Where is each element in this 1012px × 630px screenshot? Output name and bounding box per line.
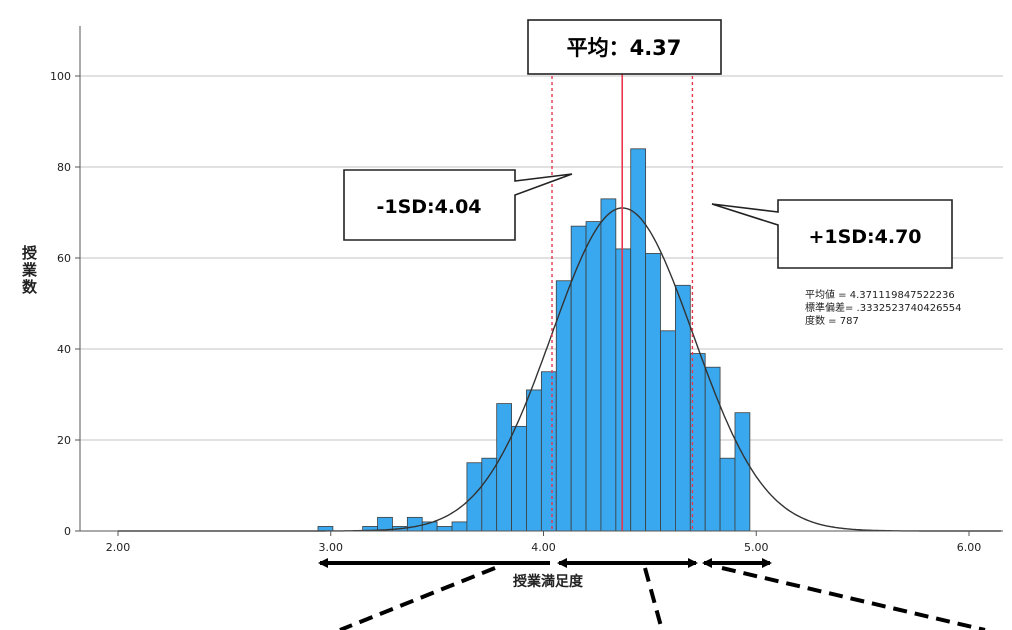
y-tick-label: 0 — [64, 525, 71, 538]
histogram-bar — [735, 413, 750, 531]
histogram-bar — [482, 458, 497, 531]
stats-n: 度数 = 787 — [805, 314, 859, 327]
histogram-bar — [571, 226, 586, 531]
y-axis-title: 授業数 — [21, 244, 38, 296]
histogram-bar — [407, 517, 422, 531]
y-tick-label: 60 — [57, 252, 71, 265]
histogram-bar — [437, 526, 452, 531]
histogram-bar — [497, 404, 512, 531]
leader-lines — [340, 568, 985, 630]
y-tick-label: 100 — [50, 70, 71, 83]
histogram-bar — [586, 222, 601, 531]
callout-plus-sd-text: +1SD:4.70 — [808, 226, 921, 248]
stats-annotation: 平均値 = 4.371119847522236 標準偏差= .333252374… — [805, 288, 962, 327]
histogram-bar — [541, 372, 556, 531]
histogram-bar — [601, 199, 616, 531]
histogram-bar — [616, 249, 631, 531]
leader-line-mid — [645, 568, 662, 630]
callout-mean: 平均：4.37 — [528, 20, 721, 74]
callout-minus-sd-text: -1SD:4.04 — [376, 196, 481, 218]
callout-mean-text: 平均：4.37 — [567, 36, 682, 60]
x-tick-label: 6.00 — [957, 541, 982, 554]
leader-line-high — [722, 568, 985, 630]
histogram-bar — [467, 463, 482, 531]
x-axis-title: 授業満足度 — [513, 573, 584, 590]
leader-line-low — [340, 568, 495, 630]
y-tick-label: 20 — [57, 434, 71, 447]
y-tick-label: 80 — [57, 161, 71, 174]
y-tick-label: 40 — [57, 343, 71, 356]
histogram-bar — [556, 281, 571, 531]
histogram-bar — [720, 458, 735, 531]
histogram-bar — [452, 522, 467, 531]
x-tick-label: 2.00 — [106, 541, 131, 554]
stats-mean: 平均値 = 4.371119847522236 — [805, 288, 955, 301]
x-tick-label: 3.00 — [319, 541, 344, 554]
histogram-bar — [661, 331, 676, 531]
histogram-bar — [512, 426, 527, 531]
histogram-bar — [631, 149, 646, 531]
x-axis-ticks: 2.00 3.00 4.00 5.00 6.00 — [106, 531, 982, 554]
stats-sd: 標準偏差= .3332523740426554 — [805, 301, 962, 314]
histogram-bar — [526, 390, 541, 531]
callout-minus-sd: -1SD:4.04 — [344, 170, 572, 240]
y-axis-ticks: 0 20 40 60 80 100 — [50, 70, 80, 538]
x-tick-label: 4.00 — [531, 541, 556, 554]
histogram-bar — [646, 253, 661, 531]
histogram-bar — [705, 367, 720, 531]
x-tick-label: 5.00 — [744, 541, 769, 554]
